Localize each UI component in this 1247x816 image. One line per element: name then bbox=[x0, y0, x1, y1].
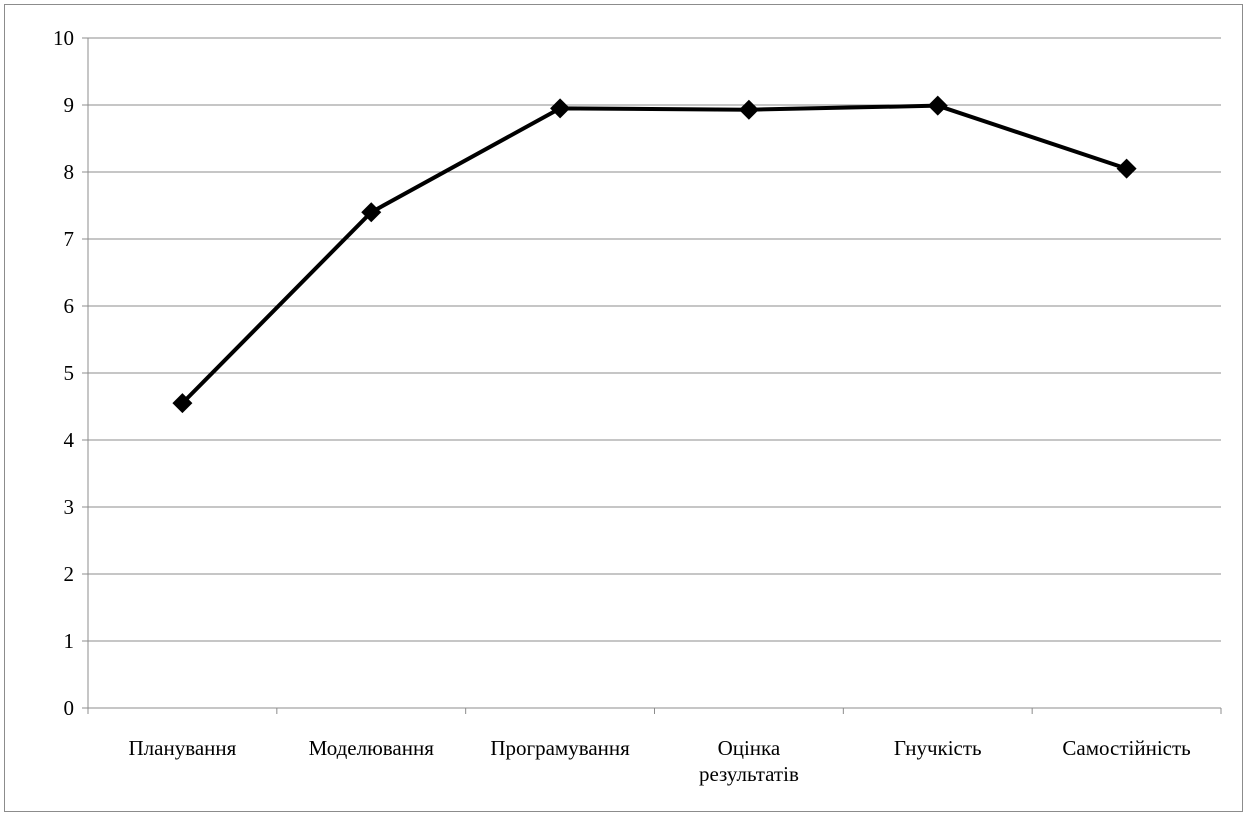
data-point-marker bbox=[361, 202, 382, 223]
x-tick-label: Програмування bbox=[490, 736, 630, 760]
data-point-marker bbox=[550, 98, 571, 119]
data-point-marker bbox=[738, 99, 759, 120]
x-tick-label: Самостійність bbox=[1062, 736, 1190, 760]
gridlines bbox=[88, 37, 1221, 642]
x-tick-label: результатів bbox=[699, 762, 799, 786]
x-tick-label: Планування bbox=[129, 736, 237, 760]
y-tick-label: 2 bbox=[64, 562, 75, 586]
x-tick-label: Гнучкість bbox=[894, 736, 982, 760]
y-tick-label: 10 bbox=[53, 26, 74, 50]
y-tick-label: 6 bbox=[64, 294, 75, 318]
x-tick-labels: Планування Моделювання Програмування Оцінка… bbox=[129, 736, 1191, 786]
y-tick-label: 3 bbox=[64, 495, 75, 519]
data-point-marker bbox=[172, 393, 193, 414]
series bbox=[172, 95, 1137, 414]
y-tick-label: 1 bbox=[64, 629, 75, 653]
y-tick-label: 7 bbox=[64, 227, 75, 251]
y-tick-label: 4 bbox=[64, 428, 75, 452]
y-tick-label: 9 bbox=[64, 93, 75, 117]
data-point-marker bbox=[927, 95, 948, 116]
y-tick-labels: 0 1 2 3 4 5 6 7 8 9 10 bbox=[53, 26, 75, 720]
y-tick-label: 8 bbox=[64, 160, 75, 184]
y-tick-label: 0 bbox=[64, 696, 75, 720]
axes bbox=[82, 37, 1222, 714]
data-point-marker bbox=[1116, 158, 1137, 179]
line-chart: 0 1 2 3 4 5 6 7 8 9 10 Планування Моделювання Програ… bbox=[53, 26, 1222, 786]
x-tick-label: Моделювання bbox=[309, 736, 435, 760]
series-line bbox=[180, 103, 1128, 405]
x-tick-label: Оцінка bbox=[718, 736, 781, 760]
chart-frame: 0 1 2 3 4 5 6 7 8 9 10 Планування Моделювання Програ… bbox=[4, 4, 1243, 812]
y-tick-label: 5 bbox=[64, 361, 75, 385]
